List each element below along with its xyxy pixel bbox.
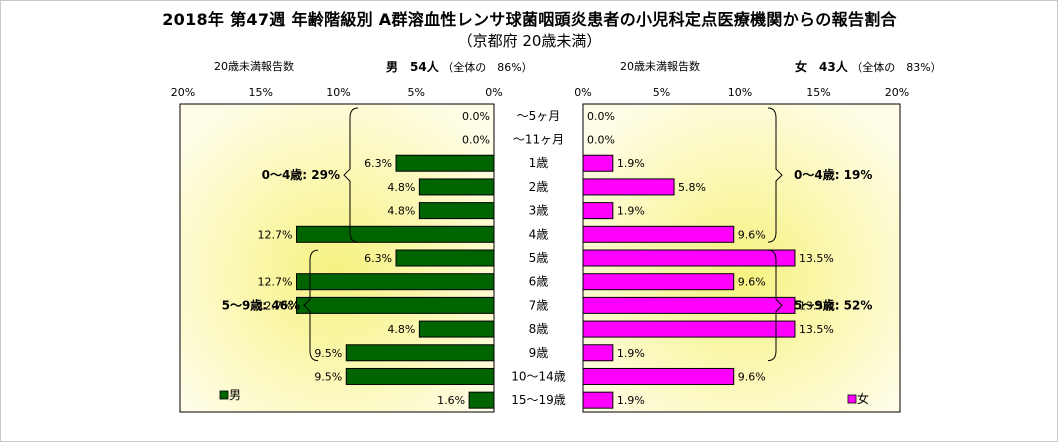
female-bar (582, 344, 614, 362)
male-bar (468, 391, 495, 409)
male-count-label: 男 54人 (386, 60, 439, 74)
female-bar (582, 178, 675, 196)
female-x-tick-label: 0% (574, 86, 591, 99)
male-bar (345, 367, 495, 385)
female-data-label: 9.6% (738, 228, 766, 241)
age-category-label: 1歳 (529, 156, 549, 170)
right-age-group-label: 5～9歳: 52% (794, 297, 872, 312)
female-data-label: 1.9% (617, 394, 645, 407)
age-category-label: 7歳 (529, 298, 549, 312)
female-bar (582, 320, 796, 338)
female-data-label: 5.8% (678, 181, 706, 194)
female-x-tick-label: 15% (806, 86, 830, 99)
male-data-label: 4.8% (387, 205, 415, 218)
right-age-group-bracket (767, 249, 783, 362)
chart-title: 2018年 第47週 年齢階級別 A群溶血性レンサ球菌咽頭炎患者の小児科定点医療… (162, 10, 897, 29)
female-x-tick-label: 10% (728, 86, 752, 99)
male-data-label: 6.3% (364, 252, 392, 265)
male-legend-label: 男 (229, 388, 241, 402)
left-age-group-label: 0～4歳: 29% (262, 167, 340, 182)
male-data-label: 12.7% (258, 299, 293, 312)
age-category-label: ～5ヶ月 (517, 109, 561, 123)
female-bar (582, 367, 735, 385)
female-data-label: 13.5% (799, 252, 834, 265)
female-bar (582, 154, 614, 172)
left-age-group-bracket (303, 249, 319, 362)
female-share-label: （全体の 83%） (851, 61, 942, 74)
female-data-label: 1.9% (617, 157, 645, 170)
female-bar (582, 225, 735, 243)
age-category-label: ～11ヶ月 (513, 133, 564, 147)
right-age-group-label: 0～4歳: 19% (794, 167, 872, 182)
male-x-tick-label: 10% (326, 86, 350, 99)
female-bar (582, 296, 796, 314)
age-category-label: 15～19歳 (511, 393, 566, 407)
male-x-tick-label: 20% (171, 86, 195, 99)
female-x-tick-label: 20% (885, 86, 909, 99)
male-bar (418, 178, 495, 196)
male-bar (418, 202, 495, 220)
male-data-label: 4.8% (387, 181, 415, 194)
right-age-group-bracket (767, 107, 783, 243)
male-bar (296, 296, 495, 314)
female-bar (582, 202, 614, 220)
age-category-label: 8歳 (529, 322, 549, 336)
male-bar (296, 225, 495, 243)
female-axis-title: 20歳未満報告数 (620, 60, 700, 73)
male-data-label: 4.8% (387, 323, 415, 336)
female-data-label: 13.5% (799, 299, 834, 312)
male-data-label: 0.0% (462, 110, 490, 123)
male-data-label: 6.3% (364, 157, 392, 170)
male-bar (345, 344, 495, 362)
male-header: 男 54人 （全体の 86%） (386, 58, 533, 75)
male-x-tick-label: 0% (485, 86, 502, 99)
age-category-label: 4歳 (529, 227, 549, 241)
female-bar (582, 273, 735, 291)
female-x-tick-label: 5% (653, 86, 670, 99)
left-age-group-bracket (343, 107, 359, 243)
male-axis-title: 20歳未満報告数 (214, 60, 294, 73)
male-data-label: 9.5% (314, 370, 342, 383)
male-bar (395, 154, 495, 172)
age-category-label: 10～14歳 (511, 369, 566, 383)
male-bar (418, 320, 495, 338)
female-data-label: 13.5% (799, 323, 834, 336)
age-category-label: 3歳 (529, 204, 549, 218)
male-bar (296, 273, 495, 291)
male-data-label: 1.6% (437, 394, 465, 407)
female-bar (582, 249, 796, 267)
female-count-label: 女 43人 (795, 60, 848, 74)
female-legend-label: 女 (857, 391, 869, 406)
female-data-label: 0.0% (587, 134, 615, 147)
chart-subtitle: （京都府 20歳未満） (457, 32, 602, 50)
left-age-group-label: 5～9歳: 46% (222, 297, 300, 312)
female-data-label: 1.9% (617, 205, 645, 218)
male-data-label: 12.7% (258, 276, 293, 289)
male-data-label: 0.0% (462, 134, 490, 147)
female-data-label: 1.9% (617, 347, 645, 360)
male-legend-swatch (219, 390, 229, 400)
female-data-label: 9.6% (738, 370, 766, 383)
female-header: 女 43人 （全体の 83%） (795, 58, 942, 75)
age-category-label: 6歳 (529, 275, 549, 289)
male-x-tick-label: 15% (249, 86, 273, 99)
female-data-label: 0.0% (587, 110, 615, 123)
male-x-tick-label: 5% (408, 86, 425, 99)
female-legend-swatch (847, 394, 857, 404)
age-category-label: 5歳 (529, 251, 549, 265)
female-data-label: 9.6% (738, 276, 766, 289)
male-data-label: 9.5% (314, 347, 342, 360)
age-category-label: 2歳 (529, 180, 549, 194)
age-category-label: 9歳 (529, 346, 549, 360)
male-share-label: （全体の 86%） (442, 61, 533, 74)
female-bar (582, 391, 614, 409)
male-bar (395, 249, 495, 267)
male-data-label: 12.7% (258, 228, 293, 241)
